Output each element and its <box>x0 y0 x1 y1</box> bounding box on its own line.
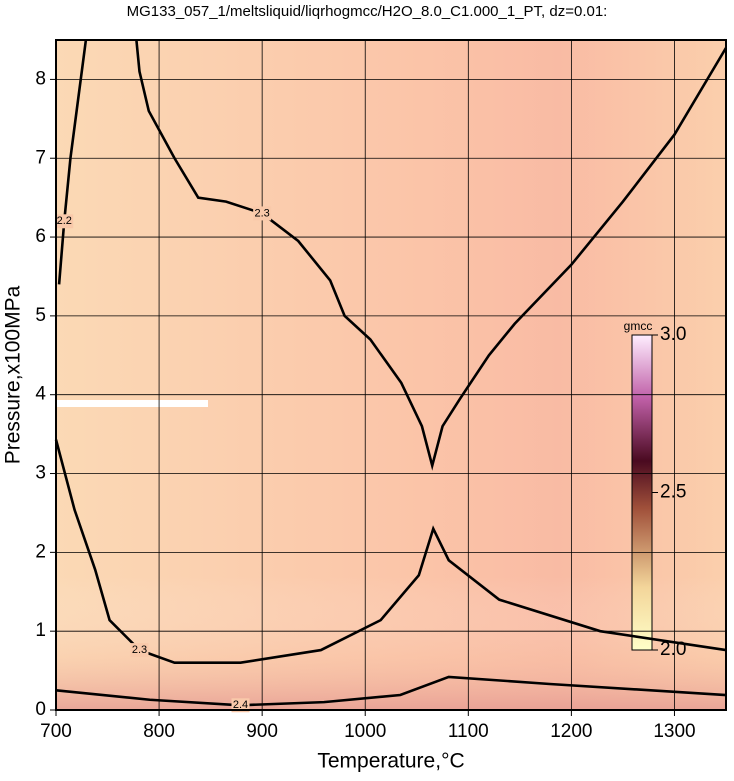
y-tick-label: 5 <box>35 305 46 326</box>
contour-label-bg <box>55 214 74 229</box>
contour-label-bg <box>253 206 272 221</box>
x-tick-label: 1200 <box>550 721 592 742</box>
colorbar-tick-label: 2.0 <box>660 639 686 660</box>
x-tick-label: 900 <box>246 721 278 742</box>
contour-label: 2.2 <box>57 215 72 227</box>
contour-line <box>54 439 727 665</box>
chart-title: MG133_057_1/meltsliquid/liqrhogmcc/H2O_8… <box>127 3 608 20</box>
x-tick-label: 700 <box>40 721 72 742</box>
y-tick-label: 1 <box>35 620 46 641</box>
plot-frame <box>55 39 727 711</box>
contour-line <box>57 39 88 285</box>
contour-line <box>135 39 728 471</box>
plot-shading <box>56 40 726 710</box>
x-axis-label: Temperature,°C <box>317 750 464 773</box>
x-tick-label: 800 <box>143 721 175 742</box>
x-tick-label: 1300 <box>653 721 695 742</box>
y-tick-label: 8 <box>35 68 46 89</box>
contour-line <box>55 675 727 707</box>
colorbar-tick-label: 3.0 <box>660 324 686 345</box>
y-tick-label: 4 <box>35 384 46 405</box>
contour-label-bg <box>231 698 250 713</box>
white-band <box>56 400 208 407</box>
y-tick-label: 0 <box>35 699 46 720</box>
x-tick-label: 1100 <box>448 721 489 742</box>
y-tick-label: 2 <box>35 541 46 562</box>
colorbar-label: gmcc <box>624 319 653 333</box>
y-tick-label: 3 <box>35 463 46 484</box>
x-tick-label: 1000 <box>344 721 386 742</box>
contour-label: 2.4 <box>233 699 248 711</box>
y-tick-label: 7 <box>35 147 46 168</box>
y-axis-label: Pressure,x100MPa <box>2 285 25 464</box>
colorbar-tick-label: 2.5 <box>660 482 686 503</box>
contour-label-bg <box>130 643 149 658</box>
contour-label: 2.3 <box>132 644 147 656</box>
colorbar <box>631 334 653 651</box>
contour-label: 2.3 <box>255 207 270 219</box>
y-tick-label: 6 <box>35 226 46 247</box>
